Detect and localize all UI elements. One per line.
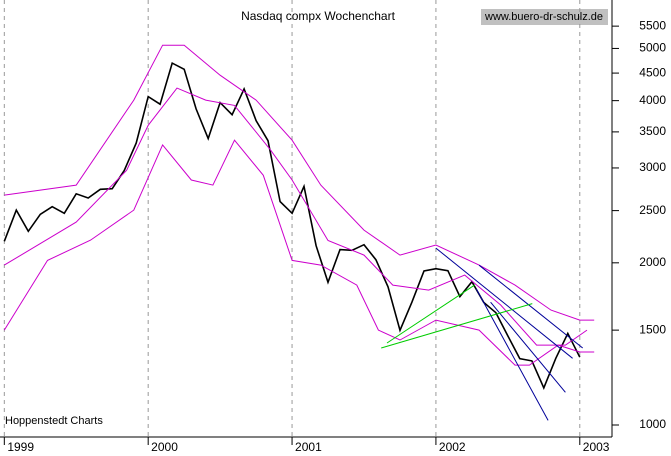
y-tick-label: 5500: [639, 18, 666, 32]
x-tick-label: 2001: [295, 440, 322, 454]
series-line: [3, 139, 595, 366]
x-tick-label: 2002: [439, 440, 466, 454]
series-line: [4, 87, 588, 346]
series-line: [386, 284, 476, 344]
y-tick-label: 3000: [639, 160, 666, 174]
series-line: [475, 288, 549, 421]
series-line: [490, 301, 566, 393]
source-background: [481, 9, 608, 25]
y-tick-label: 5000: [639, 41, 666, 55]
y-tick-label: 2500: [639, 203, 666, 217]
y-tick-label: 4000: [639, 93, 666, 107]
y-tick-label: 1500: [639, 322, 666, 336]
y-tick-label: 4500: [639, 65, 666, 79]
x-tick-label: 2000: [151, 440, 178, 454]
x-tick-label: 1999: [7, 440, 34, 454]
x-tick-label: 2003: [583, 440, 610, 454]
series-line: [4, 44, 595, 321]
source-label: www.buero-dr-schulz.de: [484, 11, 603, 23]
y-tick-label: 3500: [639, 124, 666, 138]
chart-title: Nasdaq compx Wochenchart: [241, 9, 396, 23]
y-tick-label: 2000: [639, 255, 666, 269]
y-tick-label: 1000: [639, 417, 666, 431]
series-line: [381, 303, 533, 349]
series-line: [435, 247, 573, 359]
series-line: [478, 264, 584, 349]
credit-label: Hoppenstedt Charts: [5, 415, 103, 427]
